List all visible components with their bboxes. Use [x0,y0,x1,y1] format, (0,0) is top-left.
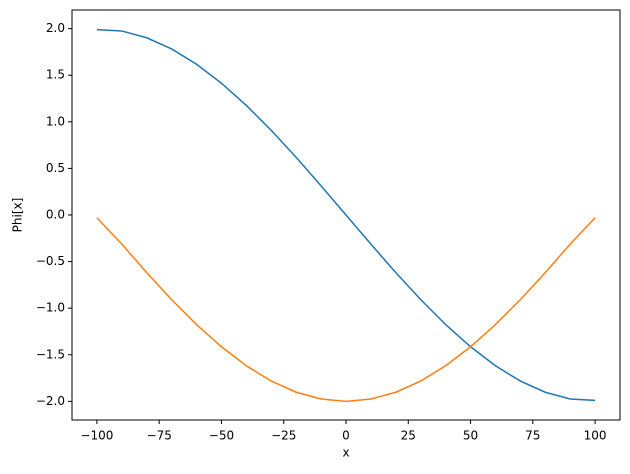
x-axis-label: x [342,446,349,460]
y-tick-label: 1.0 [46,114,65,128]
y-tick-label: 0.0 [46,208,65,222]
x-tick-label: 0 [342,429,350,443]
y-axis-label: Phi[x] [11,198,25,233]
data-line [96,28,596,402]
y-tick-label: −2.0 [36,394,65,408]
x-tick-label: −100 [80,429,113,443]
x-tick-label: 100 [584,429,607,443]
x-tick-label: −75 [147,429,172,443]
x-tick-label: −25 [271,429,296,443]
y-tick-label: −1.5 [36,347,65,361]
data-line [96,217,596,403]
x-tick-label: 75 [525,429,540,443]
y-tick-label: 0.5 [46,161,65,175]
y-tick-label: 2.0 [46,21,65,35]
x-tick-label: 25 [401,429,416,443]
x-tick-label: −50 [209,429,234,443]
y-tick-label: −0.5 [36,254,65,268]
y-tick-label: −1.0 [36,301,65,315]
x-tick-label: 50 [463,429,478,443]
y-tick-label: 1.5 [46,68,65,82]
